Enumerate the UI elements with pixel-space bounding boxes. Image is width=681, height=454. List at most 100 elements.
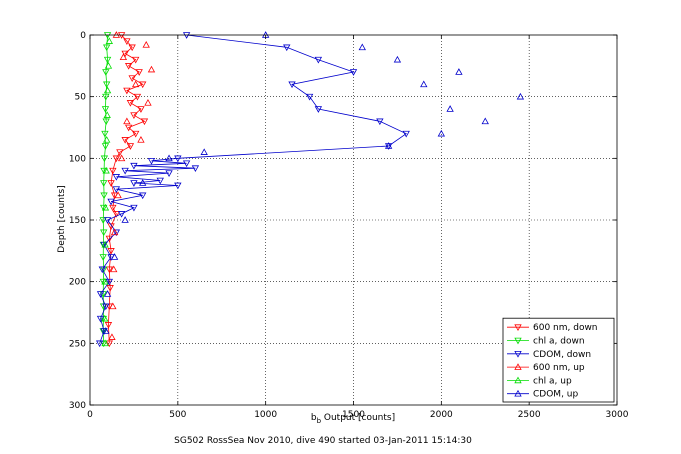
x-tick-label: 500 <box>169 410 186 420</box>
data-point <box>105 37 114 44</box>
data-point <box>103 81 111 89</box>
data-point <box>101 203 110 211</box>
legend-label: CDOM, down <box>533 350 591 360</box>
legend-swatch-marker <box>514 389 522 397</box>
data-point <box>174 155 182 163</box>
data-point <box>117 154 126 162</box>
x-tick-label: 1500 <box>342 410 365 420</box>
y-tick-label: 0 <box>80 31 86 41</box>
data-point <box>99 217 107 224</box>
data-point <box>139 81 147 89</box>
data-point <box>100 167 108 175</box>
data-point <box>102 166 110 174</box>
x-tick-label: 2000 <box>430 410 453 420</box>
data-point <box>99 278 108 286</box>
data-point <box>121 167 129 175</box>
data-point <box>109 302 117 310</box>
legend-swatch-marker <box>514 376 522 384</box>
data-point <box>117 211 126 218</box>
series-1 <box>99 32 112 348</box>
data-point <box>100 328 108 335</box>
legend-label: chl a, down <box>533 337 585 347</box>
data-point <box>314 106 323 113</box>
data-point <box>100 192 108 200</box>
data-point <box>314 56 323 64</box>
data-point <box>147 65 156 73</box>
data-point <box>103 217 112 224</box>
data-point <box>135 69 143 76</box>
series-line <box>99 34 407 344</box>
data-point <box>96 291 105 298</box>
data-point <box>109 167 117 175</box>
data-point <box>101 106 110 113</box>
y-tick-labels: 0 50 100 150 200 250 300 <box>69 31 86 411</box>
data-point <box>437 129 446 137</box>
x-axis-label-rest: Output [counts] <box>321 413 395 423</box>
data-point <box>103 290 112 297</box>
data-point <box>103 86 112 94</box>
data-point <box>130 112 138 119</box>
legend-item: CDOM, up <box>507 390 578 400</box>
data-point <box>128 44 136 52</box>
legend-label: 600 nm, up <box>533 363 585 373</box>
legend-swatch-marker <box>514 350 522 358</box>
data-point <box>98 266 106 274</box>
data-point <box>130 180 138 187</box>
data-point <box>112 174 121 181</box>
legend-swatch-marker <box>514 337 522 345</box>
data-point <box>112 229 121 237</box>
legend-swatch-marker <box>514 324 522 332</box>
data-point <box>100 241 108 249</box>
data-point <box>283 44 291 52</box>
data-point <box>101 143 110 150</box>
data-point <box>393 55 402 63</box>
series-line <box>107 34 146 344</box>
legend-item: chl a, up <box>507 376 572 386</box>
data-point <box>102 93 110 101</box>
x-tick-label: 3000 <box>606 410 629 420</box>
y-axis-label: Depth [counts] <box>57 185 67 252</box>
data-point <box>110 253 119 260</box>
data-point <box>100 155 109 163</box>
legend-box <box>502 317 615 403</box>
data-point <box>137 136 145 143</box>
data-point <box>121 137 129 144</box>
data-point <box>133 93 142 101</box>
data-point <box>165 154 173 162</box>
data-point <box>96 315 105 323</box>
y-tick-label: 50 <box>75 93 87 103</box>
data-point <box>103 136 111 143</box>
legend-label: chl a, up <box>533 376 572 386</box>
data-point <box>102 327 110 334</box>
data-point <box>182 160 191 168</box>
data-point <box>481 117 489 125</box>
data-point <box>142 41 150 48</box>
data-point <box>95 340 104 348</box>
data-point <box>116 149 124 156</box>
data-point <box>124 124 133 132</box>
data-point <box>147 157 156 165</box>
data-point <box>358 43 366 51</box>
legend-label: CDOM, up <box>533 390 578 400</box>
data-point <box>102 69 110 76</box>
y-tick-label: 300 <box>69 401 86 411</box>
footer-caption: SG502 RossSea Nov 2010, dive 490 started… <box>174 436 472 446</box>
data-point <box>103 44 111 52</box>
legend-swatch-marker <box>514 363 522 370</box>
x-axis-label: bb Output [counts] <box>311 413 395 425</box>
data-point <box>156 177 164 185</box>
data-point <box>112 155 121 163</box>
series-layer <box>95 31 525 348</box>
legend: 600 nm, down chl a, down CDOM, down 600 nm,… <box>502 317 615 403</box>
data-point <box>384 142 393 149</box>
data-point <box>100 180 108 187</box>
data-point <box>101 339 109 347</box>
data-point <box>100 229 108 237</box>
data-point <box>420 80 428 88</box>
data-point <box>126 143 135 150</box>
data-point <box>101 314 109 322</box>
data-point <box>109 204 117 212</box>
data-point <box>121 50 129 58</box>
data-point <box>103 56 112 64</box>
